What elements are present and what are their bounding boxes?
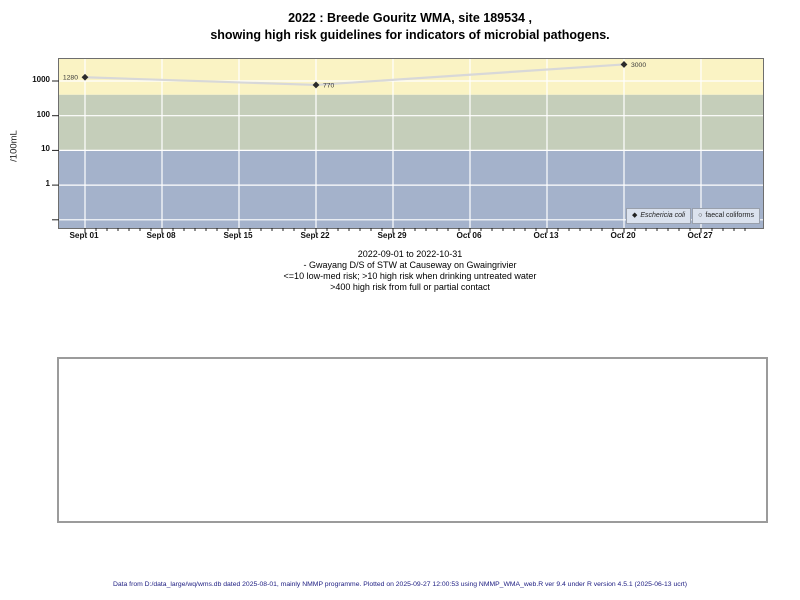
legend-item: ○ faecal coliforms [692, 208, 760, 224]
plot-svg: 1280 770 3000 [52, 59, 763, 233]
high-risk-band [59, 59, 763, 95]
x-tick-label: Oct 20 [610, 231, 636, 240]
y-tick-label: 1000 [32, 75, 50, 84]
x-tick-label: Sept 01 [69, 231, 99, 240]
x-tick-label: Oct 06 [456, 231, 482, 240]
subtitle-line: <=10 low-med risk; >10 high risk when dr… [283, 271, 537, 281]
y-tick-label: 1 [45, 179, 50, 189]
footer-caption: Data from D:/data_large/wq/wms.db dated … [112, 581, 688, 588]
plot-area: 1280 770 3000 ◆ Eschericia coli ○ faecal colif… [52, 58, 764, 233]
chart-subtitle: 2022-09-01 to 2022-10-31- Gwayang D/S of… [12, 249, 800, 293]
y-tick-label: 10 [41, 144, 50, 154]
legend-item: ◆ Eschericia coli [625, 208, 692, 224]
legend-label: Eschericia coli [640, 212, 686, 219]
chart-legend: ◆ Eschericia coli ○ faecal coliforms [625, 208, 760, 224]
data-point-label: 1280 [63, 75, 78, 82]
chart-title-line2: showing high risk guidelines for indicat… [210, 28, 610, 42]
x-tick-label: Sept 15 [223, 231, 253, 240]
data-point-label: 3000 [631, 62, 646, 69]
x-axis-tick-labels: Sept 01 Sept 08 Sept 15 Sept 22 Sept 29 Oct 0… [58, 231, 762, 243]
open-circle-icon: ○ [698, 212, 703, 219]
x-tick-label: Oct 27 [687, 231, 713, 240]
legend-label: faecal coliforms [705, 212, 754, 219]
x-tick-label: Sept 22 [300, 231, 330, 240]
x-tick-label: Sept 08 [146, 231, 176, 240]
data-point-diamond [620, 61, 628, 68]
data-point-diamond [81, 73, 89, 81]
x-tick-label: Sept 29 [377, 231, 407, 240]
y-axis-tick-labels: 1000 100 10 1 [0, 58, 50, 227]
medium-risk-band [59, 94, 763, 151]
x-tick-label: Oct 13 [533, 231, 559, 240]
data-point-label: 770 [323, 82, 335, 89]
filled-diamond-icon: ◆ [631, 212, 638, 219]
subtitle-line: >400 high risk from full or partial cont… [330, 282, 490, 292]
subtitle-line: - Gwayang D/S of STW at Causeway on Gwai… [303, 260, 517, 270]
empty-panel [57, 357, 768, 523]
chart-title-line1: 2022 : Breede Gouritz WMA, site 189534 , [288, 11, 532, 25]
subtitle-line: 2022-09-01 to 2022-10-31 [357, 249, 463, 259]
chart-title: 2022 : Breede Gouritz WMA, site 189534 ,… [12, 10, 800, 44]
y-tick-label: 100 [36, 109, 50, 119]
